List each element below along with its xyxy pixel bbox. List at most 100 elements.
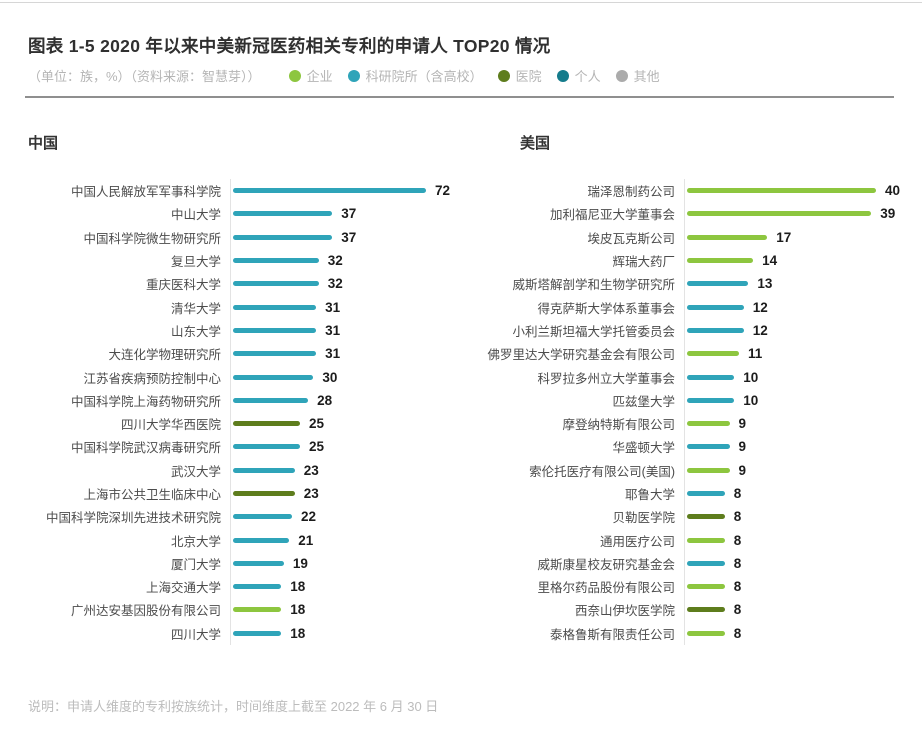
chart-row: 加利福尼亚大学董事会 39 bbox=[480, 202, 920, 226]
bar-area: 19 bbox=[230, 551, 468, 576]
bar-enterprise bbox=[233, 607, 282, 613]
chart-row: 中国科学院上海药物研究所 28 bbox=[28, 388, 468, 412]
bar-label: 摩登纳特斯有限公司 bbox=[562, 418, 675, 433]
bar-value: 18 bbox=[290, 602, 306, 618]
legend-item-enterprise: 企业 bbox=[288, 66, 333, 85]
chart-row: 泰格鲁斯有限责任公司 8 bbox=[480, 621, 920, 645]
bar-enterprise bbox=[687, 467, 730, 473]
bar-research bbox=[233, 351, 317, 357]
legend-item-individual: 个人 bbox=[556, 66, 601, 85]
chart-row: 匹兹堡大学 10 bbox=[480, 388, 920, 412]
china-chart-title: 中国 bbox=[28, 135, 59, 152]
bar-area: 30 bbox=[230, 365, 468, 389]
bar-value: 40 bbox=[885, 183, 901, 199]
bar-research bbox=[233, 514, 292, 520]
bar-enterprise bbox=[687, 258, 754, 264]
bar-research bbox=[687, 560, 725, 566]
bar-research bbox=[233, 560, 284, 566]
bar-label: 耶鲁大学 bbox=[624, 488, 675, 502]
bar-research bbox=[687, 491, 725, 496]
bar-label: 辉瑞大药厂 bbox=[612, 255, 675, 270]
bar-area: 13 bbox=[684, 272, 920, 296]
chart-row: 四川大学 18 bbox=[28, 621, 468, 645]
bar-area: 32 bbox=[230, 272, 468, 296]
bar-label: 索伦托医疗有限公司(美国) bbox=[529, 464, 675, 479]
footnote: 说明：申请人维度的专利按族统计，时间维度上截至 2022 年 6 月 30 日 bbox=[28, 699, 439, 714]
bar-research bbox=[233, 304, 317, 310]
bar-value: 17 bbox=[776, 229, 792, 245]
chart-row: 科罗拉多州立大学董事会 10 bbox=[480, 365, 920, 389]
bar-area: 32 bbox=[230, 248, 468, 273]
bar-value: 11 bbox=[748, 346, 763, 362]
bar-label: 里格尔药品股份有限公司 bbox=[537, 581, 675, 596]
bar-area: 12 bbox=[684, 318, 920, 343]
chart-row: 索伦托医疗有限公司(美国) 9 bbox=[480, 458, 920, 482]
legend-label: 医院 bbox=[515, 69, 542, 84]
bar-area: 31 bbox=[230, 318, 468, 343]
bar-research bbox=[687, 397, 735, 403]
bar-value: 37 bbox=[341, 229, 357, 245]
bar-label: 小利兰斯坦福大学托管委员会 bbox=[512, 324, 675, 339]
chart-row: 威斯塔解剖学和生物学研究所 13 bbox=[480, 272, 920, 296]
bar-label: 中国科学院微生物研究所 bbox=[83, 231, 221, 246]
header-divider bbox=[25, 96, 894, 98]
bar-value: 28 bbox=[317, 392, 333, 408]
bar-hospital bbox=[233, 491, 295, 496]
legend-label: 其他 bbox=[633, 69, 660, 84]
bar-area: 23 bbox=[230, 481, 468, 506]
top-divider bbox=[0, 2, 922, 3]
bar-enterprise bbox=[687, 584, 725, 590]
bar-area: 23 bbox=[230, 458, 468, 482]
legend: 企业 科研院所（含高校） 医院 个人 其他 bbox=[288, 66, 675, 85]
bar-area: 9 bbox=[684, 458, 920, 482]
bar-label: 通用医疗公司 bbox=[599, 534, 675, 549]
bar-enterprise bbox=[687, 421, 730, 427]
chart-row: 贝勒医学院 8 bbox=[480, 505, 920, 529]
bar-label: 上海交通大学 bbox=[145, 581, 221, 596]
bar-area: 37 bbox=[230, 202, 468, 226]
bar-area: 31 bbox=[230, 342, 468, 366]
chart-row: 小利兰斯坦福大学托管委员会 12 bbox=[480, 318, 920, 343]
bar-label: 大连化学物理研究所 bbox=[108, 348, 221, 363]
bar-label: 加利福尼亚大学董事会 bbox=[549, 208, 675, 223]
us-chart-title: 美国 bbox=[520, 135, 551, 152]
chart-row: 大连化学物理研究所 31 bbox=[28, 342, 468, 366]
bar-research bbox=[687, 281, 749, 287]
bar-area: 18 bbox=[230, 575, 468, 599]
bar-area: 18 bbox=[230, 621, 468, 645]
bar-area: 8 bbox=[684, 528, 920, 552]
bar-value: 9 bbox=[738, 462, 747, 478]
bar-hospital bbox=[687, 607, 725, 613]
legend-item-other: 其他 bbox=[615, 66, 660, 85]
legend-dot-icon bbox=[556, 69, 569, 82]
chart-row: 摩登纳特斯有限公司 9 bbox=[480, 411, 920, 436]
bar-value: 8 bbox=[733, 486, 742, 501]
bar-enterprise bbox=[687, 188, 876, 194]
bar-label: 中国科学院武汉病毒研究所 bbox=[70, 441, 221, 456]
bar-label: 威斯康星校友研究基金会 bbox=[537, 557, 675, 572]
bar-label: 得克萨斯大学体系董事会 bbox=[537, 301, 675, 316]
bar-research bbox=[233, 188, 426, 194]
chart-row: 中山大学 37 bbox=[28, 202, 468, 226]
bar-label: 重庆医科大学 bbox=[145, 278, 221, 293]
chart-row: 厦门大学 19 bbox=[28, 551, 468, 576]
bar-area: 8 bbox=[684, 481, 920, 506]
bar-research bbox=[233, 258, 319, 264]
bar-label: 华盛顿大学 bbox=[612, 441, 675, 456]
us-chart: 美国 瑞泽恩制药公司 40 加利福尼亚大学董事会 39 埃皮瓦克斯公司 17 辉瑞大药厂 14… bbox=[480, 132, 920, 645]
bar-label: 山东大学 bbox=[170, 324, 221, 339]
bar-area: 8 bbox=[684, 551, 920, 576]
bar-value: 12 bbox=[752, 322, 768, 338]
bar-label: 四川大学 bbox=[170, 627, 221, 642]
bar-enterprise bbox=[687, 351, 739, 357]
chart-row: 埃皮瓦克斯公司 17 bbox=[480, 225, 920, 249]
bar-enterprise bbox=[687, 234, 768, 240]
bar-enterprise bbox=[687, 537, 725, 543]
bar-research bbox=[687, 444, 730, 450]
bar-enterprise bbox=[687, 211, 872, 217]
bar-label: 威斯塔解剖学和生物学研究所 bbox=[512, 278, 675, 293]
bar-area: 8 bbox=[684, 621, 920, 645]
chart-row: 通用医疗公司 8 bbox=[480, 528, 920, 552]
bar-area: 8 bbox=[684, 575, 920, 599]
chart-row: 中国科学院微生物研究所 37 bbox=[28, 225, 468, 249]
